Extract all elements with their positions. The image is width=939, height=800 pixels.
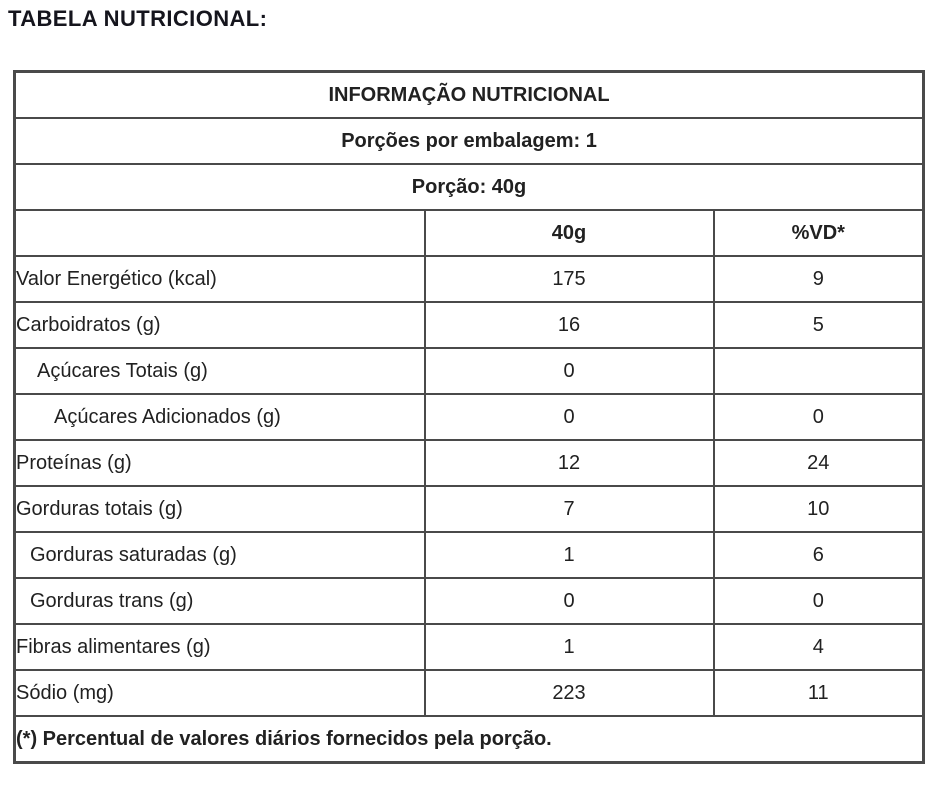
table-row-total-sugars: Açúcares Totais (g) 0 (13, 347, 925, 395)
nutrient-amount: 16 (423, 301, 715, 349)
nutrient-daily-value: 4 (712, 623, 925, 671)
nutrient-daily-value: 24 (712, 439, 925, 487)
nutrient-label: Proteínas (g) (13, 439, 426, 487)
table-row-trans-fat: Gorduras trans (g) 0 0 (13, 577, 925, 625)
table-row-total-fat: Gorduras totais (g) 7 10 (13, 485, 925, 533)
nutrient-label: Sódio (mg) (13, 669, 426, 717)
page-title: TABELA NUTRICIONAL: (8, 6, 268, 31)
nutrient-daily-value: 0 (712, 577, 925, 625)
nutrient-label: Gorduras trans (g) (13, 577, 426, 625)
column-header-daily-value: %VD* (712, 209, 925, 257)
servings-row: Porções por embalagem: 1 (13, 117, 925, 165)
nutrient-amount: 7 (423, 485, 715, 533)
nutrient-amount: 0 (423, 577, 715, 625)
nutrient-label: Gorduras totais (g) (13, 485, 426, 533)
column-header-amount: 40g (423, 209, 715, 257)
nutrient-daily-value: 11 (712, 669, 925, 717)
daily-value-footnote: (*) Percentual de valores diários fornec… (13, 715, 925, 764)
nutrient-daily-value (712, 347, 925, 395)
table-row-energy: Valor Energético (kcal) 175 9 (13, 255, 925, 303)
nutrient-amount: 0 (423, 393, 715, 441)
table-row-sodium: Sódio (mg) 223 11 (13, 669, 925, 717)
nutrient-amount: 175 (423, 255, 715, 303)
column-header-row: 40g %VD* (13, 209, 925, 257)
table-row-protein: Proteínas (g) 12 24 (13, 439, 925, 487)
nutrient-amount: 12 (423, 439, 715, 487)
nutrient-amount: 223 (423, 669, 715, 717)
nutrition-table: INFORMAÇÃO NUTRICIONAL Porções por embal… (13, 70, 926, 764)
footnote-row: (*) Percentual de valores diários fornec… (13, 715, 925, 764)
nutrient-amount: 0 (423, 347, 715, 395)
nutrient-daily-value: 10 (712, 485, 925, 533)
nutrient-label: Fibras alimentares (g) (13, 623, 426, 671)
portion-size: Porção: 40g (13, 163, 925, 211)
table-row-saturated-fat: Gorduras saturadas (g) 1 6 (13, 531, 925, 579)
table-title-row: INFORMAÇÃO NUTRICIONAL (13, 70, 925, 119)
nutrient-amount: 1 (423, 531, 715, 579)
nutrient-daily-value: 5 (712, 301, 925, 349)
nutrient-label: Carboidratos (g) (13, 301, 426, 349)
nutrient-label: Gorduras saturadas (g) (13, 531, 426, 579)
servings-per-package: Porções por embalagem: 1 (13, 117, 925, 165)
table-title: INFORMAÇÃO NUTRICIONAL (13, 70, 925, 119)
nutrient-label: Valor Energético (kcal) (13, 255, 426, 303)
nutrient-daily-value: 9 (712, 255, 925, 303)
table-row-fiber: Fibras alimentares (g) 1 4 (13, 623, 925, 671)
nutrient-daily-value: 6 (712, 531, 925, 579)
nutrient-amount: 1 (423, 623, 715, 671)
nutrient-label: Açúcares Totais (g) (13, 347, 426, 395)
table-row-carbs: Carboidratos (g) 16 5 (13, 301, 925, 349)
nutrient-daily-value: 0 (712, 393, 925, 441)
column-header-label (13, 209, 426, 257)
table-row-added-sugars: Açúcares Adicionados (g) 0 0 (13, 393, 925, 441)
portion-row: Porção: 40g (13, 163, 925, 211)
nutrient-label: Açúcares Adicionados (g) (13, 393, 426, 441)
